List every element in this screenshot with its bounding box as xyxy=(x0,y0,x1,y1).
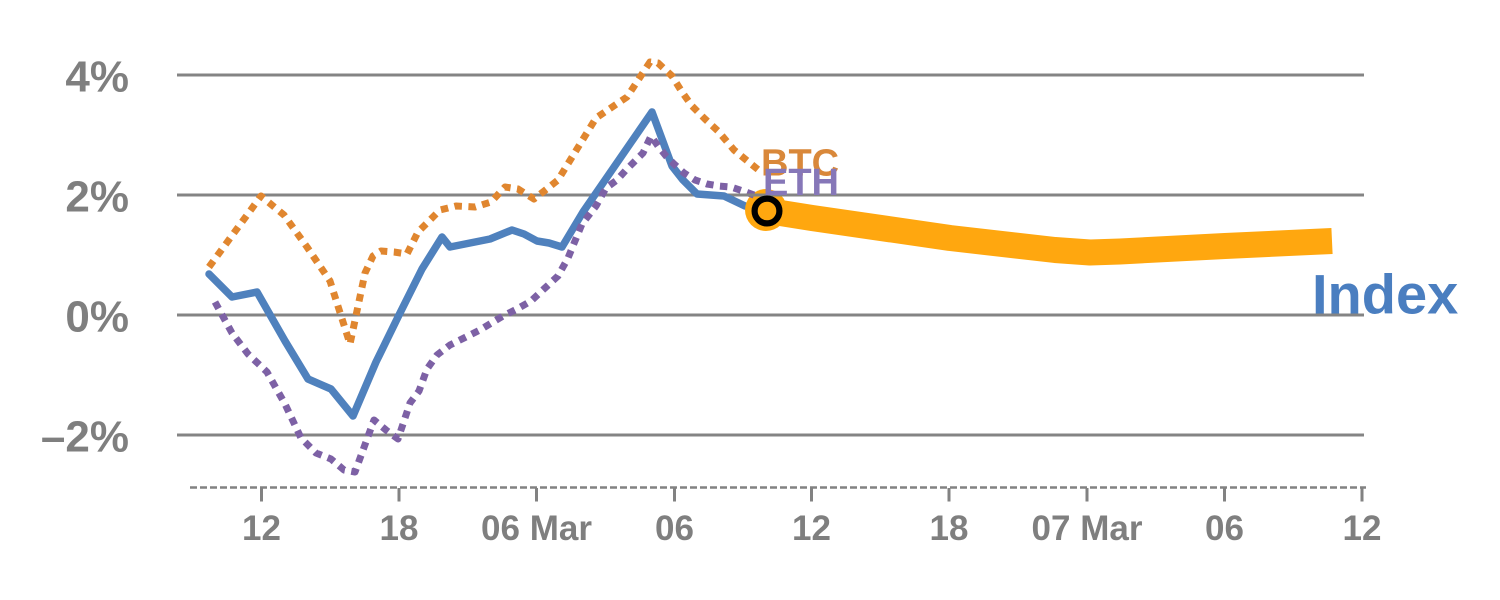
svg-text:07 Mar: 07 Mar xyxy=(1032,509,1143,548)
svg-text:06: 06 xyxy=(655,509,694,548)
svg-text:0%: 0% xyxy=(65,293,129,342)
svg-text:12: 12 xyxy=(1343,509,1382,548)
svg-text:ETH: ETH xyxy=(763,162,839,204)
svg-text:–2%: –2% xyxy=(41,413,129,462)
svg-text:06 Mar: 06 Mar xyxy=(481,509,592,548)
svg-text:18: 18 xyxy=(380,509,419,548)
svg-text:12: 12 xyxy=(242,509,281,548)
svg-text:06: 06 xyxy=(1205,509,1244,548)
svg-text:18: 18 xyxy=(930,509,969,548)
svg-text:12: 12 xyxy=(792,509,831,548)
svg-text:BTC: BTC xyxy=(761,143,839,185)
svg-text:Index: Index xyxy=(1312,263,1458,326)
svg-text:2%: 2% xyxy=(65,173,129,222)
svg-text:4%: 4% xyxy=(65,53,129,102)
